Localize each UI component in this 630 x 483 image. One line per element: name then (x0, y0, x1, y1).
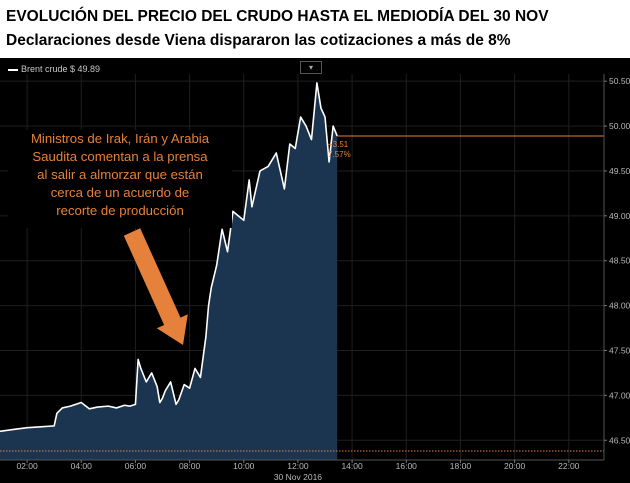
annotation-callout: Ministros de Irak, Irán y Arabia Saudita… (8, 130, 232, 228)
change-pct: 7.57% (328, 150, 351, 159)
headline-banner: EVOLUCIÓN DEL PRECIO DEL CRUDO HASTA EL … (0, 0, 630, 58)
y-tick-label: 48.00 (609, 301, 630, 311)
callout-line: Ministros de Irak, Irán y Arabia (30, 131, 210, 146)
legend-label: Brent crude $ 49.89 (21, 64, 101, 74)
price-area (0, 82, 338, 460)
price-line (0, 82, 338, 433)
x-tick-label: 12:00 (287, 461, 309, 471)
y-tick-label: 50.00 (609, 121, 630, 131)
y-tick-label: 47.50 (609, 345, 630, 355)
y-tick-label: 50.50 (609, 76, 630, 86)
callout-line: Saudita comentan a la prensa (32, 149, 208, 164)
x-tick-label: 06:00 (125, 461, 147, 471)
annotation-arrow (123, 228, 188, 345)
callout-line: recorte de producción (56, 203, 184, 218)
x-tick-label: 08:00 (179, 461, 201, 471)
x-axis-date-label: 30 Nov 2016 (274, 472, 322, 482)
y-tick-label: 46.50 (609, 435, 630, 445)
chart-legend: Brent crude $ 49.89 (8, 64, 100, 74)
change-abs: +3.51 (328, 140, 349, 149)
change-readout: +3.51 7.57% (328, 140, 351, 160)
x-tick-label: 02:00 (16, 461, 38, 471)
x-tick-label: 22:00 (558, 461, 580, 471)
callout-line: cerca de un acuerdo de (50, 185, 190, 200)
x-tick-label: 10:00 (233, 461, 255, 471)
x-tick-label: 16:00 (396, 461, 418, 471)
x-tick-label: 04:00 (71, 461, 93, 471)
callout-line: al salir a almorzar que están (37, 167, 203, 182)
y-tick-label: 47.00 (609, 390, 630, 400)
chart-tools-icon[interactable]: ▾ (300, 61, 322, 74)
y-tick-label: 49.00 (609, 211, 630, 221)
y-tick-label: 48.50 (609, 256, 630, 266)
legend-swatch (8, 68, 18, 71)
x-tick-label: 20:00 (504, 461, 526, 471)
headline-title: EVOLUCIÓN DEL PRECIO DEL CRUDO HASTA EL … (6, 8, 549, 25)
x-tick-label: 14:00 (341, 461, 363, 471)
y-tick-label: 49.50 (609, 166, 630, 176)
headline-subtitle: Declaraciones desde Viena dispararon las… (6, 32, 511, 49)
x-tick-label: 18:00 (450, 461, 472, 471)
